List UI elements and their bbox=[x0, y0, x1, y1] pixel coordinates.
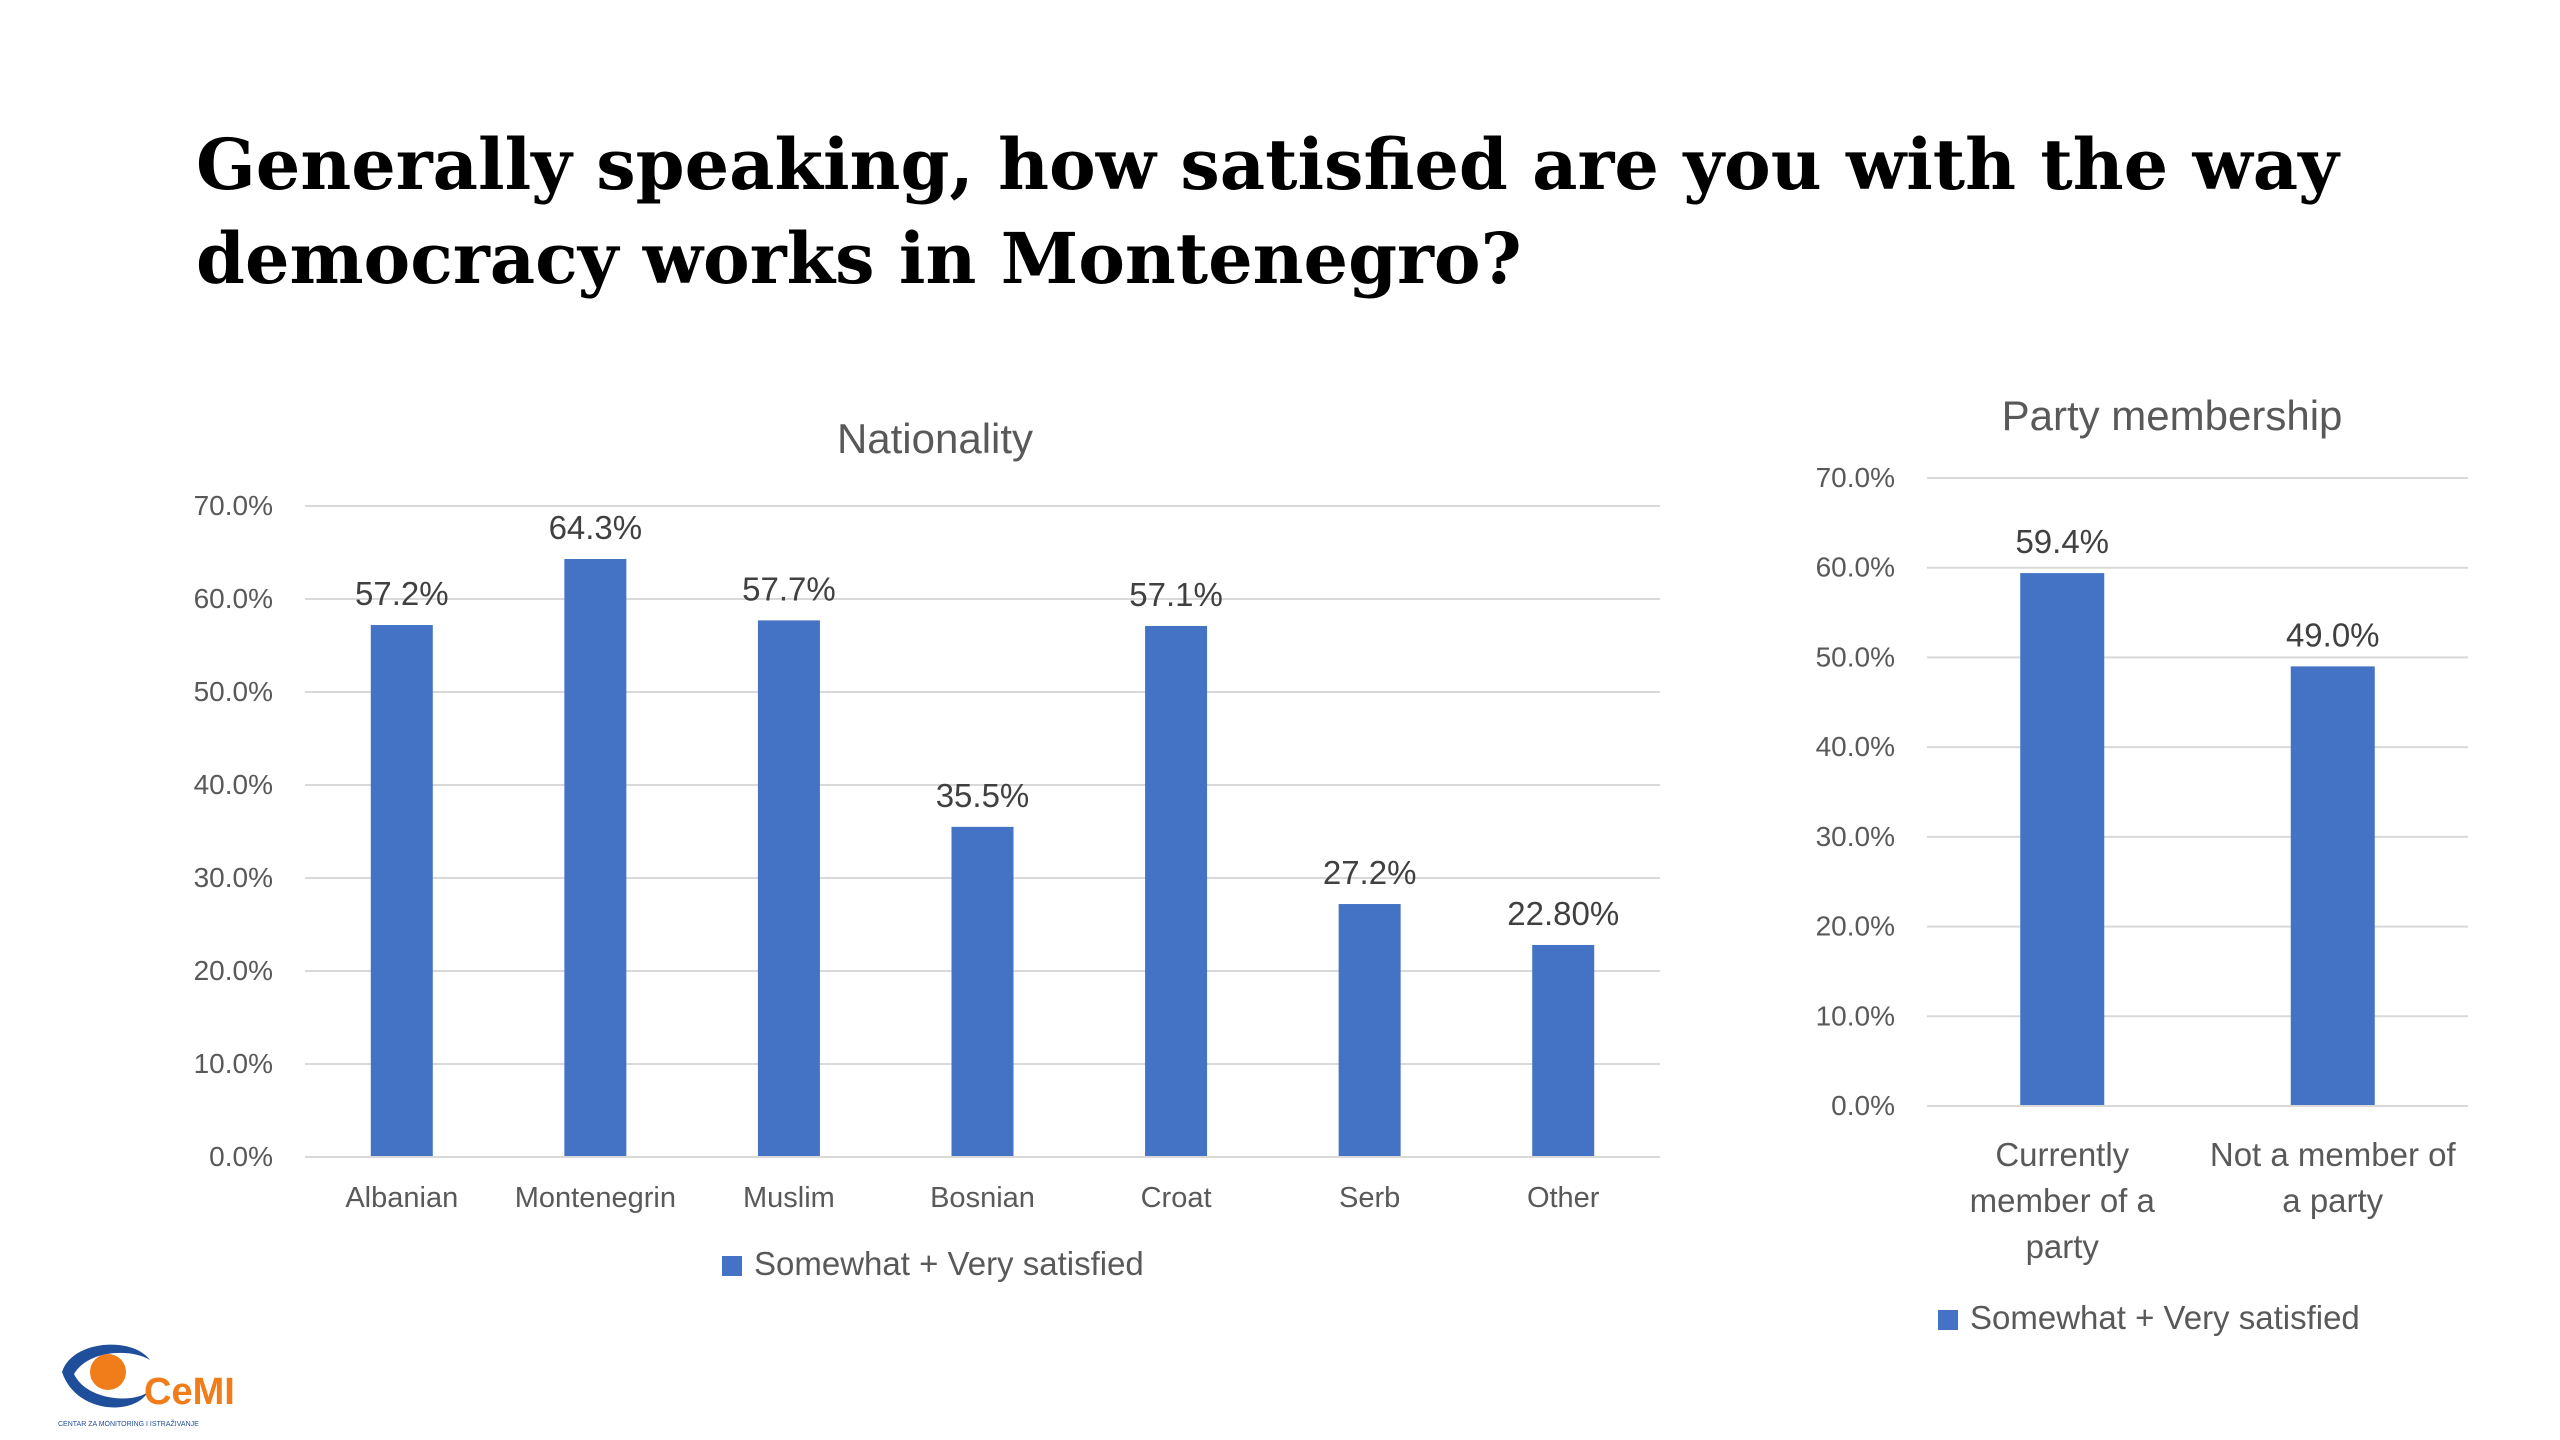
y-tick-label: 70.0% bbox=[194, 490, 273, 521]
y-tick-label: 60.0% bbox=[194, 583, 273, 614]
y-tick-label: 10.0% bbox=[194, 1048, 273, 1079]
data-label: 27.2% bbox=[1323, 854, 1417, 891]
nationality-chart: Nationality 0.0% 10.0% 20.0% 30.0% 40.0% 50.0%… bbox=[194, 415, 1660, 1282]
bar bbox=[757, 620, 820, 1157]
y-tick-label: 40.0% bbox=[1816, 731, 1895, 762]
bar bbox=[2020, 573, 2105, 1106]
bar bbox=[370, 625, 433, 1157]
y-tick-label: 70.0% bbox=[1816, 462, 1895, 493]
data-label: 59.4% bbox=[2015, 523, 2109, 560]
party-membership-chart: Party membership 0.0% 10.0% 20.0% 30.0% 40.0%… bbox=[1816, 392, 2468, 1336]
bar bbox=[1338, 904, 1401, 1157]
bar bbox=[564, 559, 627, 1157]
data-label: 57.2% bbox=[355, 575, 449, 612]
chart-title: Nationality bbox=[837, 415, 1033, 462]
bar bbox=[1532, 944, 1595, 1157]
y-tick-label: 20.0% bbox=[194, 955, 273, 986]
y-tick-label: 0.0% bbox=[1831, 1090, 1895, 1121]
chart-title: Party membership bbox=[2002, 392, 2343, 439]
y-tick-label: 40.0% bbox=[194, 769, 273, 800]
y-tick-label: 0.0% bbox=[209, 1141, 273, 1172]
category-label: Not a member of bbox=[2210, 1136, 2457, 1173]
logo-wordmark: CeMI bbox=[144, 1371, 235, 1413]
category-label: Muslim bbox=[743, 1182, 835, 1214]
bar bbox=[2290, 666, 2375, 1106]
legend-label: Somewhat + Very satisfied bbox=[754, 1245, 1144, 1282]
category-label: Montenegrin bbox=[515, 1182, 676, 1214]
category-label: party bbox=[2026, 1228, 2100, 1265]
data-label: 49.0% bbox=[2286, 616, 2380, 653]
slide-title: Generally speaking, how satisfied are yo… bbox=[196, 123, 2339, 300]
y-tick-label: 30.0% bbox=[1816, 821, 1895, 852]
legend-swatch bbox=[722, 1256, 742, 1276]
data-label: 35.5% bbox=[936, 777, 1030, 814]
logo-tagline: CENTAR ZA MONITORING I ISTRAŽIVANJE bbox=[58, 1419, 199, 1428]
category-label: Currently bbox=[1995, 1136, 2129, 1173]
category-label: Bosnian bbox=[930, 1182, 1035, 1214]
category-label: Croat bbox=[1141, 1182, 1212, 1214]
bar bbox=[951, 826, 1014, 1157]
legend-swatch bbox=[1938, 1310, 1958, 1330]
y-tick-label: 10.0% bbox=[1816, 1000, 1895, 1031]
data-label: 57.1% bbox=[1129, 576, 1223, 613]
category-label: Other bbox=[1527, 1182, 1600, 1214]
data-label: 22.80% bbox=[1507, 895, 1619, 932]
cemi-logo: CeMI CENTAR ZA MONITORING I ISTRAŽIVANJE bbox=[58, 1344, 235, 1428]
y-tick-label: 30.0% bbox=[194, 862, 273, 893]
y-tick-label: 60.0% bbox=[1816, 552, 1895, 583]
y-tick-label: 20.0% bbox=[1816, 911, 1895, 942]
y-tick-label: 50.0% bbox=[194, 676, 273, 707]
category-label: Serb bbox=[1339, 1182, 1400, 1214]
cemi-logo-icon bbox=[62, 1344, 150, 1408]
data-label: 64.3% bbox=[549, 509, 643, 546]
category-label: member of a bbox=[1970, 1182, 2156, 1219]
category-label: Albanian bbox=[345, 1182, 458, 1214]
y-tick-label: 50.0% bbox=[1816, 641, 1895, 672]
bar bbox=[1145, 625, 1208, 1157]
data-label: 57.7% bbox=[742, 570, 836, 607]
category-label: a party bbox=[2282, 1182, 2383, 1219]
legend-label: Somewhat + Very satisfied bbox=[1970, 1299, 2360, 1336]
